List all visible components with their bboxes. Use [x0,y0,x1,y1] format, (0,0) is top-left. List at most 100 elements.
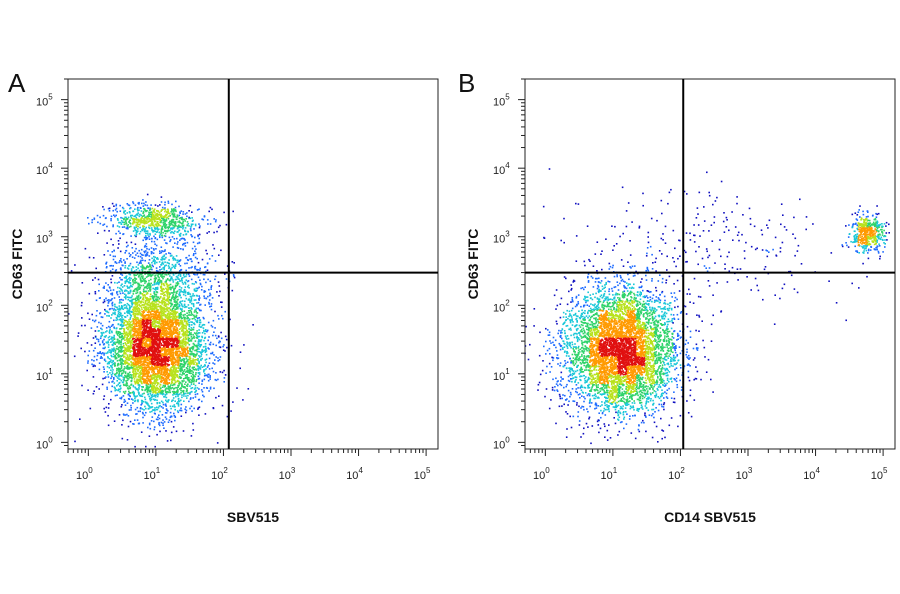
data-point [121,319,124,321]
data-point [162,359,165,362]
data-point [186,374,188,376]
data-point [179,344,182,347]
data-point [153,395,155,397]
data-point [138,339,141,341]
data-point [187,331,189,334]
data-point [153,348,156,351]
data-point [127,415,130,417]
data-point [217,357,219,359]
data-point [114,365,116,367]
data-point [104,360,107,363]
data-point [163,324,165,326]
data-point [200,355,202,357]
data-point [155,353,158,356]
data-point [162,403,165,406]
data-point [113,297,116,299]
data-point [117,354,119,357]
data-point [121,354,124,356]
data-point [196,387,199,389]
data-point [132,354,135,356]
data-point [122,324,125,327]
data-point [158,401,161,404]
data-point [160,338,162,340]
data-point [133,360,136,362]
data-point [86,369,88,372]
data-point [149,332,152,334]
data-point [191,321,193,323]
data-point [161,310,164,313]
data-point [127,345,130,347]
data-point [139,364,142,367]
data-point [154,321,157,323]
data-point [156,347,158,350]
data-point [112,353,115,356]
data-point [137,301,139,304]
data-point [141,368,143,370]
data-point [120,351,122,353]
data-point [190,362,193,364]
data-point [174,405,176,408]
data-point [112,355,115,358]
data-point [81,317,83,319]
data-point [198,373,201,376]
data-point [181,342,184,344]
data-point [185,358,188,360]
data-point [198,354,200,357]
data-point [124,404,127,406]
data-point [116,348,119,350]
data-point [137,360,140,362]
data-point [128,313,131,315]
data-point [145,379,148,382]
data-point [191,318,194,320]
data-point [160,320,163,323]
data-point [170,300,172,302]
data-point [133,372,135,375]
data-point [126,314,129,317]
data-point [110,341,112,343]
data-point [128,340,131,343]
data-point [147,347,149,349]
data-point [155,367,157,369]
data-point [160,369,162,371]
data-point [191,390,193,393]
data-point [154,407,156,409]
data-point [208,368,211,370]
data-point [100,322,102,325]
data-point [199,321,202,324]
data-point [101,357,103,359]
data-point [171,384,174,387]
data-point [175,311,178,313]
data-point [190,332,192,334]
data-point [134,386,137,389]
data-point [194,349,196,352]
data-point [119,341,121,344]
data-point [174,400,176,402]
data-point [164,380,167,382]
data-point [136,368,138,371]
data-point [140,399,143,402]
data-point [111,355,113,358]
data-point [125,353,127,355]
data-point [215,372,217,374]
data-point [167,301,170,303]
panel-letter-a: A [8,68,26,98]
data-point [151,410,153,413]
data-point [155,319,157,321]
data-point [164,313,166,316]
data-point [150,394,153,397]
data-point [168,336,170,338]
data-point [138,283,141,286]
data-point [149,384,151,386]
data-point [205,329,207,331]
data-point [148,335,150,338]
data-point [155,269,158,272]
data-point [177,276,179,279]
data-point [155,301,158,303]
data-point [113,362,115,365]
data-point [181,385,183,387]
data-point [158,364,160,366]
data-point [147,329,150,332]
data-point [162,275,165,278]
data-point [134,313,136,315]
data-point [188,325,191,328]
